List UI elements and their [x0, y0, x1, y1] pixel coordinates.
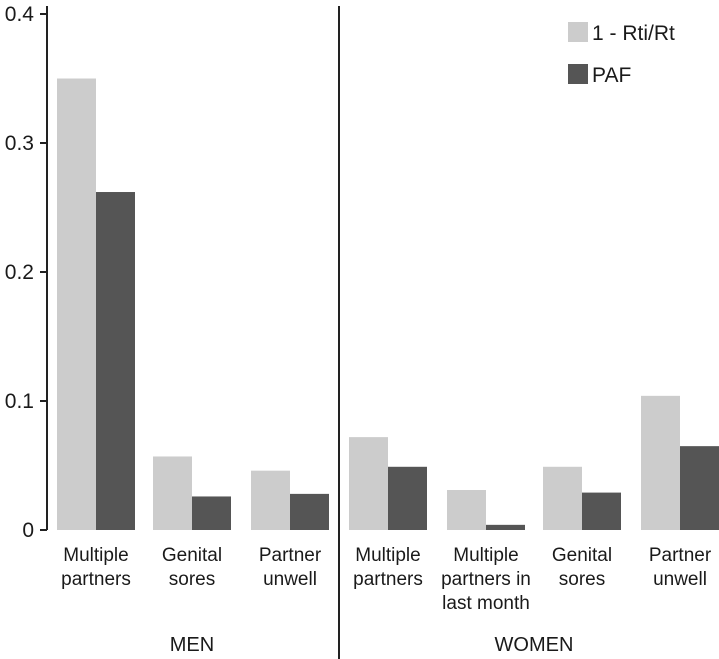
bar-paf-3: [388, 466, 427, 530]
bar-rti-6: [641, 395, 680, 530]
bar-paf-1: [192, 496, 231, 530]
x-category-label: Multiple: [355, 545, 420, 566]
bar-rti-4: [447, 490, 486, 530]
y-tick-label: 0.1: [5, 390, 34, 413]
x-category-label: sores: [559, 569, 605, 590]
x-category-label: sores: [169, 569, 215, 590]
bar-rti-1: [153, 456, 192, 530]
bar-paf-6: [680, 446, 719, 530]
bar-rti-5: [543, 466, 582, 530]
x-category-label: partners in: [441, 569, 531, 590]
x-category-label: Partner: [649, 545, 712, 566]
legend: 1 - Rti/Rt PAF: [568, 22, 675, 87]
y-axis: 0 0.1 0.2 0.3 0.4: [5, 3, 48, 542]
x-category-label: unwell: [653, 569, 707, 590]
y-tick-label: 0.3: [5, 132, 34, 155]
x-category-labels: Multiple partners Genital sores Partner unwel…: [61, 545, 712, 614]
x-category-label: Multiple: [63, 545, 128, 566]
x-category-label: last month: [442, 593, 530, 614]
x-category-label: Genital: [162, 545, 222, 566]
legend-swatch-series-2: [568, 64, 588, 84]
y-tick-label: 0: [22, 519, 34, 542]
bar-rti-2: [251, 470, 290, 530]
bar-paf-0: [96, 192, 135, 530]
y-tick-label: 0.4: [5, 3, 35, 26]
legend-label-series-2: PAF: [592, 64, 631, 87]
bar-rti-3: [349, 437, 388, 530]
x-category-label: partners: [353, 569, 423, 590]
bar-paf-2: [290, 493, 329, 530]
x-category-label: Genital: [552, 545, 612, 566]
bars: [57, 78, 719, 530]
y-tick-label: 0.2: [5, 261, 34, 284]
legend-label-series-1: 1 - Rti/Rt: [592, 22, 675, 45]
group-label-men: MEN: [170, 634, 214, 656]
group-labels: MEN WOMEN: [170, 634, 574, 656]
bar-paf-4: [486, 524, 525, 530]
legend-swatch-series-1: [568, 22, 588, 42]
x-category-label: Multiple: [453, 545, 518, 566]
x-category-label: Partner: [259, 545, 322, 566]
bar-rti-0: [57, 78, 96, 530]
bar-paf-5: [582, 492, 621, 530]
x-category-label: unwell: [263, 569, 317, 590]
x-category-label: partners: [61, 569, 131, 590]
group-label-women: WOMEN: [495, 634, 574, 656]
